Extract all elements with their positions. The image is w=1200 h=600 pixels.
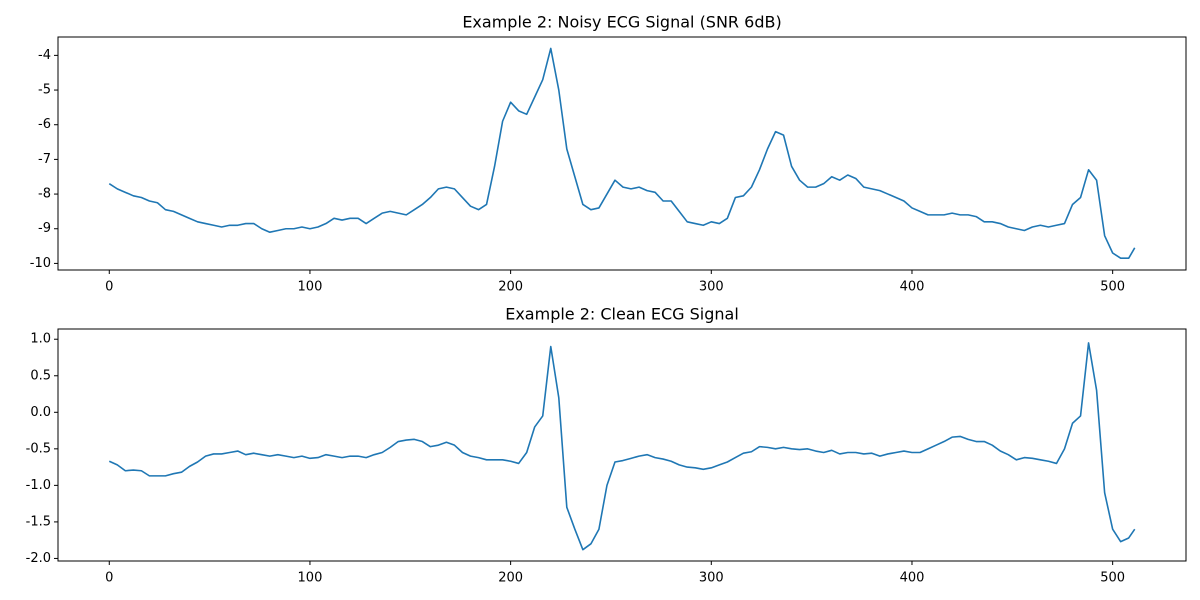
x-tick-label: 100 <box>298 280 323 295</box>
y-tick-label: -10 <box>30 256 51 271</box>
x-tick-label: 200 <box>498 571 523 586</box>
x-tick-label: 0 <box>105 280 113 295</box>
data-line <box>108 342 1136 551</box>
y-tick-label: -1.0 <box>26 478 51 493</box>
y-tick-label: 0.0 <box>30 405 51 420</box>
chart-title: Example 2: Clean ECG Signal <box>505 305 739 324</box>
y-tick-label: -7 <box>38 152 51 167</box>
y-tick-label: -0.5 <box>26 441 51 456</box>
axes-frame <box>57 36 1187 271</box>
y-tick-label: -2.0 <box>26 551 51 566</box>
y-tick-label: -8 <box>38 187 51 202</box>
x-tick-label: 400 <box>900 280 925 295</box>
y-tick-label: 0.5 <box>30 368 51 383</box>
chart-title: Example 2: Noisy ECG Signal (SNR 6dB) <box>462 13 781 32</box>
x-tick-label: 400 <box>900 571 925 586</box>
y-tick-label: -6 <box>38 117 51 132</box>
x-tick-label: 0 <box>105 571 113 586</box>
x-tick-label: 100 <box>298 571 323 586</box>
y-tick-label: -4 <box>38 48 51 63</box>
y-tick-label: -5 <box>38 83 51 98</box>
x-tick-label: 200 <box>498 280 523 295</box>
x-tick-label: 500 <box>1100 571 1125 586</box>
axes-frame <box>57 328 1187 562</box>
y-tick-label: -1.5 <box>26 514 51 529</box>
y-tick-label: -9 <box>38 221 51 236</box>
x-tick-label: 300 <box>699 280 724 295</box>
data-line <box>108 47 1136 260</box>
y-tick-label: 1.0 <box>30 332 51 347</box>
x-tick-label: 500 <box>1100 280 1125 295</box>
x-tick-label: 300 <box>699 571 724 586</box>
